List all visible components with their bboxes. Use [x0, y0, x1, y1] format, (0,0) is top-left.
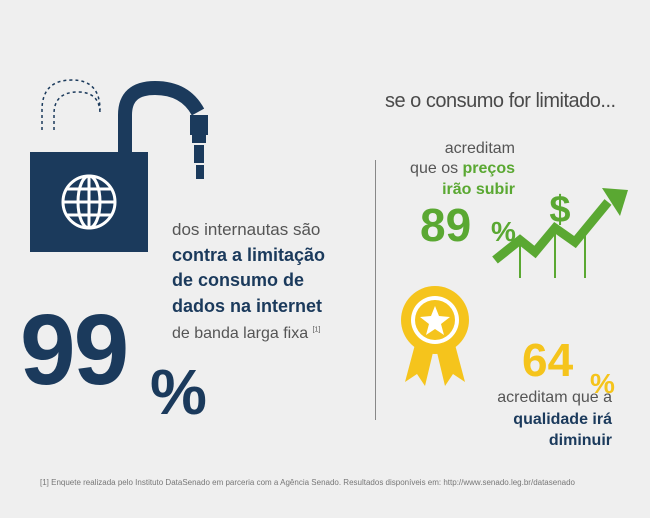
- main-stat-line1: dos internautas são: [172, 220, 321, 239]
- dollar-sign-icon: $: [549, 189, 570, 231]
- main-stat-bold3: dados na internet: [172, 296, 323, 316]
- quality-stat-line2: qualidade irá: [513, 411, 612, 428]
- prices-stat-line3: irão subir: [442, 181, 515, 198]
- rising-chart-icon: $: [492, 188, 628, 278]
- quality-stat-percent: %: [590, 368, 615, 399]
- headline: se o consumo for limitado...: [385, 90, 616, 112]
- quality-stat-line1: acreditam que a: [497, 389, 612, 406]
- footnote: [1] Enquete realizada pelo Instituto Dat…: [40, 478, 576, 487]
- main-stat-line5-text: de banda larga fixa: [172, 325, 309, 342]
- quality-stat-line3: diminuir: [548, 432, 612, 449]
- main-stat-bold2: de consumo de: [172, 270, 305, 290]
- prices-stat-line2: que os preços: [380, 160, 515, 178]
- quality-stat-number: 64: [522, 334, 574, 386]
- footnote-ref: [1]: [312, 326, 321, 334]
- prices-stat-number: 89: [420, 199, 472, 251]
- padlock-cable-icon: [30, 79, 208, 252]
- award-medal-icon: [401, 286, 469, 386]
- main-stat-line5: de banda larga fixa [1]: [172, 325, 320, 343]
- main-stat-number: 99: [20, 294, 129, 406]
- globe-icon: [61, 174, 117, 230]
- prices-stat-line2-prefix: que os: [410, 160, 463, 177]
- prices-stat-line1: acreditam: [444, 140, 515, 157]
- prices-stat-line2-bold: preços: [462, 160, 515, 177]
- main-stat-percent: %: [150, 356, 207, 428]
- main-stat-bold1: contra a limitação: [172, 245, 326, 265]
- divider: [375, 160, 376, 420]
